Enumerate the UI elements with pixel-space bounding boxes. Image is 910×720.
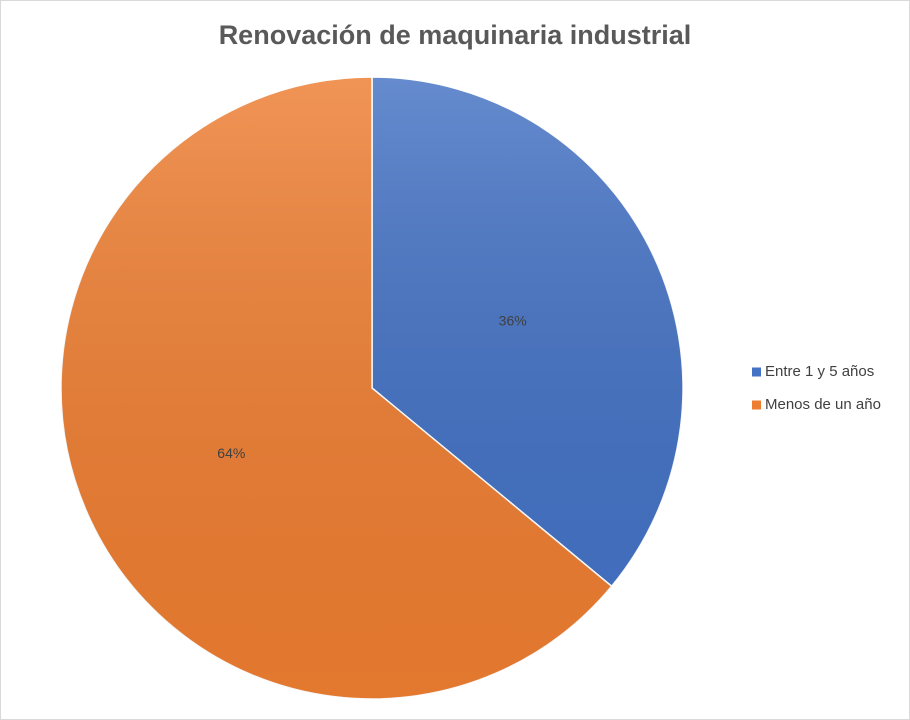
data-label: 64% (217, 445, 245, 461)
data-label: 36% (499, 312, 527, 328)
legend: Entre 1 y 5 años Menos de un año (752, 363, 881, 413)
legend-label: Entre 1 y 5 años (765, 363, 874, 380)
legend-label: Menos de un año (765, 396, 881, 413)
chart-title: Renovación de maquinaria industrial (219, 20, 692, 50)
legend-swatch (752, 367, 761, 377)
legend-swatch (752, 400, 761, 410)
pie: 36% 64% (60, 76, 684, 700)
